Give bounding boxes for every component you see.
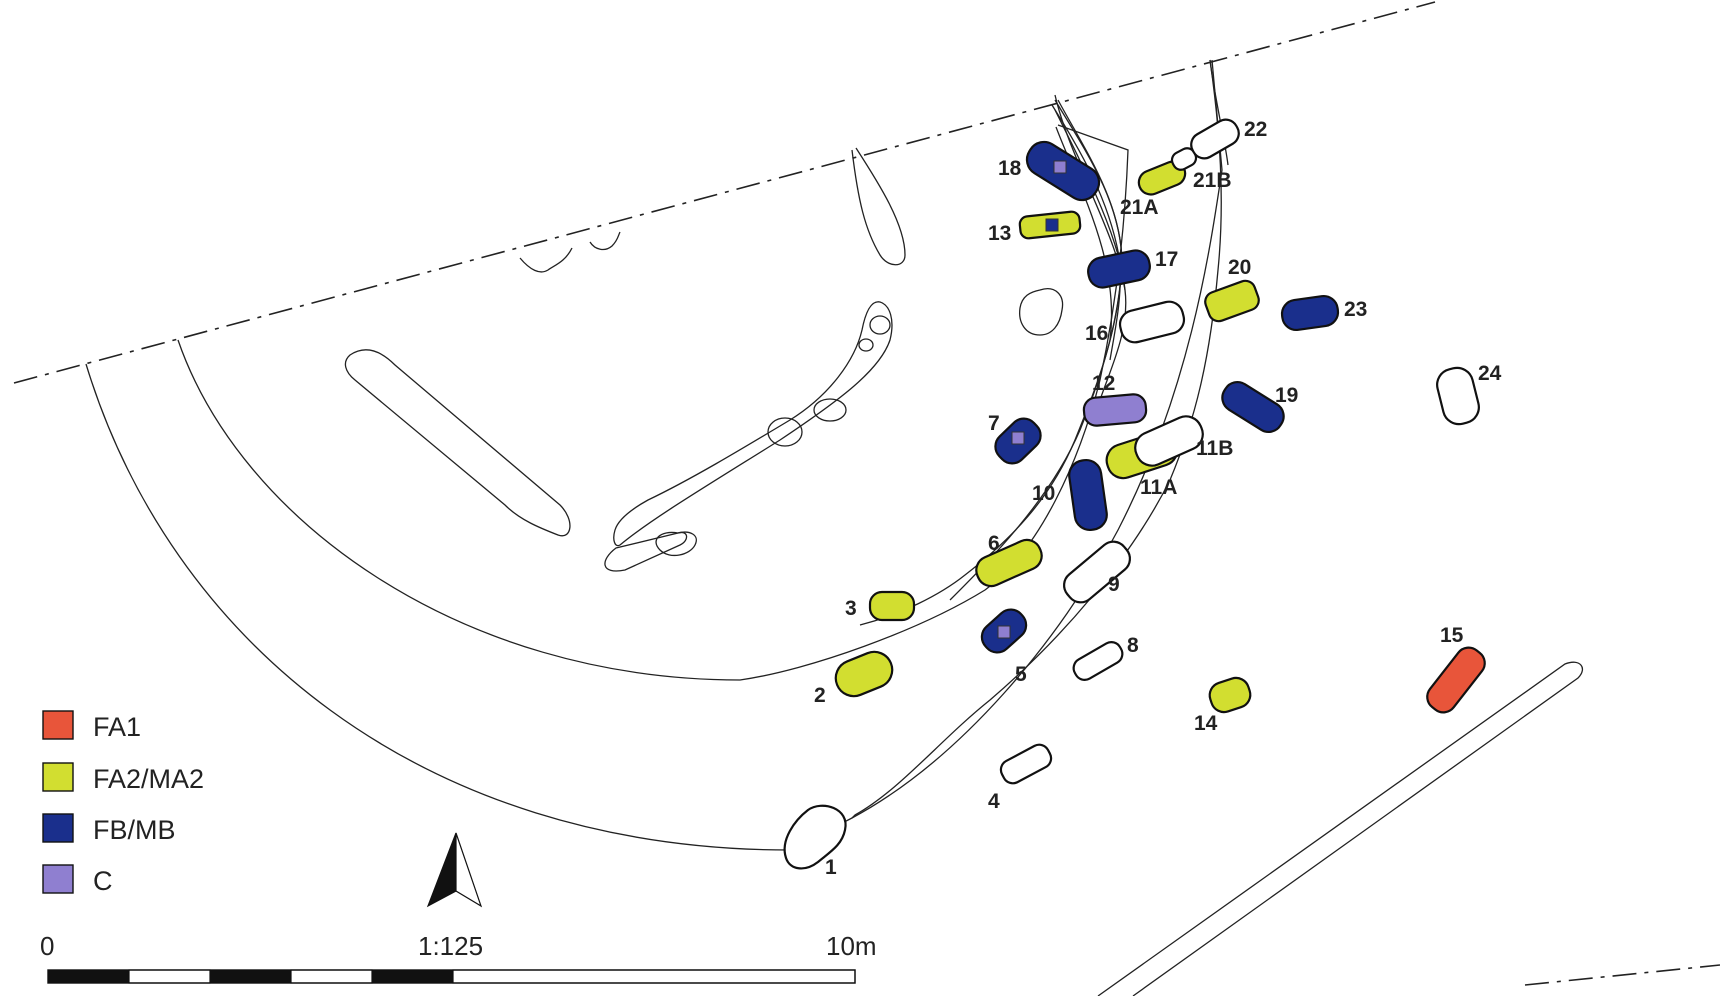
feature-4	[999, 743, 1053, 785]
feature-label-8: 8	[1127, 634, 1139, 657]
excavation-boundary-lower	[1524, 964, 1720, 986]
north-arrow-icon	[426, 832, 483, 908]
features	[783, 118, 1486, 870]
legend-label-FA1: FA1	[93, 712, 141, 742]
feature-label-18: 18	[998, 157, 1022, 180]
feature-1	[783, 804, 847, 870]
feature-20	[1204, 279, 1260, 323]
feature-label-5: 5	[1015, 663, 1027, 686]
feature-label-6: 6	[988, 532, 1000, 555]
feature-label-2: 2	[814, 684, 826, 707]
feature-9	[1062, 540, 1132, 604]
feature-label-1: 1	[825, 856, 837, 879]
feature-label-20: 20	[1228, 256, 1251, 279]
legend-swatch-C	[42, 864, 74, 894]
feature-label-11A: 11A	[1140, 476, 1177, 499]
feature-label-21B: 21B	[1193, 169, 1232, 192]
legend-label-FB-MB: FB/MB	[93, 815, 176, 845]
interior-linear-features	[344, 147, 1064, 572]
feature-11B	[1134, 415, 1204, 467]
feature-label-14: 14	[1194, 712, 1218, 735]
feature-8	[1072, 641, 1124, 681]
legend-swatch-FB-MB	[42, 813, 74, 843]
feature-23	[1280, 294, 1340, 332]
feature-label-24: 24	[1478, 362, 1502, 385]
feature-label-4: 4	[988, 790, 1000, 813]
feature-3	[868, 590, 916, 622]
feature-24	[1436, 366, 1480, 426]
feature-label-7: 7	[988, 412, 1000, 435]
feature-label-16: 16	[1085, 322, 1108, 345]
feature-label-21A: 21A	[1120, 196, 1159, 219]
feature-16	[1118, 300, 1186, 344]
feature-22	[1190, 118, 1240, 160]
feature-label-15: 15	[1440, 624, 1464, 647]
feature-15	[1426, 646, 1486, 714]
feature-2	[834, 650, 894, 698]
excavation-boundary	[13, 1, 1436, 384]
feature-label-9: 9	[1108, 573, 1120, 596]
feature-19	[1221, 380, 1285, 434]
feature-label-10: 10	[1032, 482, 1055, 505]
feature-10	[1068, 458, 1108, 532]
feature-label-19: 19	[1275, 384, 1298, 407]
legend-swatch-FA2-MA2	[42, 762, 74, 792]
feature-labels: 1 2 3 4 5 6 7 8 9 10 11A 11B 12 13 14 15…	[814, 118, 1502, 879]
feature-label-17: 17	[1155, 248, 1178, 271]
feature-label-3: 3	[845, 597, 857, 620]
legend-swatch-FA1	[42, 710, 74, 740]
feature-6	[975, 538, 1043, 588]
scale-ratio-label: 1:125	[418, 931, 483, 961]
scale-start-label: 0	[40, 931, 54, 961]
main-ditch-lines	[851, 59, 1222, 819]
linear-ditch	[1097, 661, 1583, 996]
feature-inset-marks	[997, 160, 1067, 639]
legend-label-C: C	[93, 866, 113, 896]
feature-14	[1208, 676, 1252, 714]
feature-12	[1082, 393, 1148, 427]
feature-17	[1087, 249, 1151, 289]
scale-bar: 0 1:125 10m	[40, 931, 877, 984]
feature-label-12: 12	[1092, 372, 1115, 395]
feature-label-22: 22	[1244, 118, 1267, 141]
legend-label-FA2-MA2: FA2/MA2	[93, 764, 204, 794]
feature-label-13: 13	[988, 222, 1011, 245]
feature-label-23: 23	[1344, 298, 1367, 321]
scale-end-label: 10m	[826, 931, 877, 961]
legend: FA1 FA2/MA2 FB/MB C	[42, 710, 204, 896]
feature-label-11B: 11B	[1196, 437, 1233, 460]
